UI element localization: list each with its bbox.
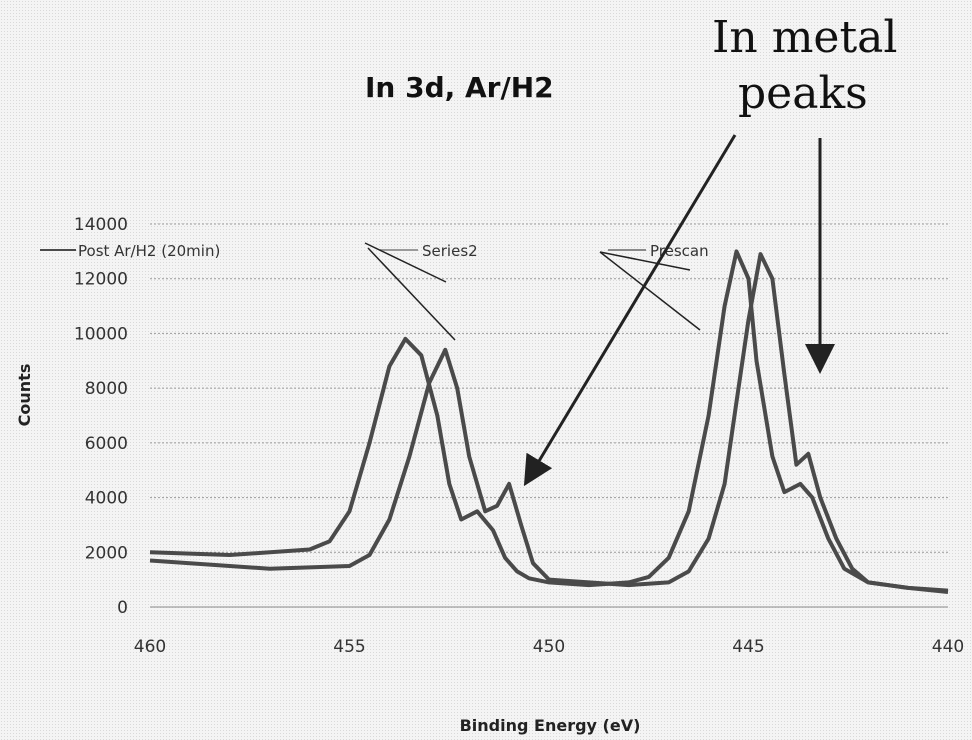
series-line-1	[149, 252, 949, 594]
legend-label-post: Post Ar/H2 (20min)	[78, 242, 220, 260]
x-tick-label: 440	[932, 637, 964, 657]
legend: Post Ar/H2 (20min) Series2 Prescan	[40, 242, 709, 260]
annotation-arrow-left	[523, 134, 737, 487]
chart-title: In 3d, Ar/H2	[365, 71, 554, 104]
series-layer	[149, 249, 949, 594]
x-tick-label: 455	[333, 637, 365, 657]
y-tick-label: 14000	[74, 215, 128, 235]
y-tick-label: 10000	[74, 324, 128, 344]
x-tick-label: 450	[533, 637, 565, 657]
y-tick-label: 6000	[85, 434, 128, 454]
y-tick-label: 0	[117, 598, 128, 618]
x-axis-title: Binding Energy (eV)	[460, 716, 641, 735]
series-line-0	[149, 249, 949, 593]
x-tick-labels: 460 455 450 445 440	[134, 637, 964, 657]
callout-line-prescan-1	[599, 251, 691, 271]
callout-line-post	[364, 242, 447, 283]
y-tick-labels: 0 2000 4000 6000 8000 10000 12000 14000	[74, 215, 128, 618]
legend-label-series2: Series2	[422, 242, 478, 260]
grid-lines	[150, 223, 948, 608]
x-tick-label: 445	[732, 637, 764, 657]
legend-label-prescan: Prescan	[650, 242, 709, 260]
x-tick-label: 460	[134, 637, 166, 657]
y-tick-label: 8000	[85, 379, 128, 399]
y-axis-title: Counts	[15, 364, 34, 427]
annotation-line-2: peaks	[738, 68, 868, 119]
callout-line-prescan-2	[599, 251, 701, 331]
annotation-line-1: In metal	[712, 12, 897, 63]
y-tick-label: 2000	[85, 543, 128, 563]
y-tick-label: 12000	[74, 270, 128, 290]
callout-line-series2	[367, 247, 456, 341]
y-tick-label: 4000	[85, 489, 128, 509]
